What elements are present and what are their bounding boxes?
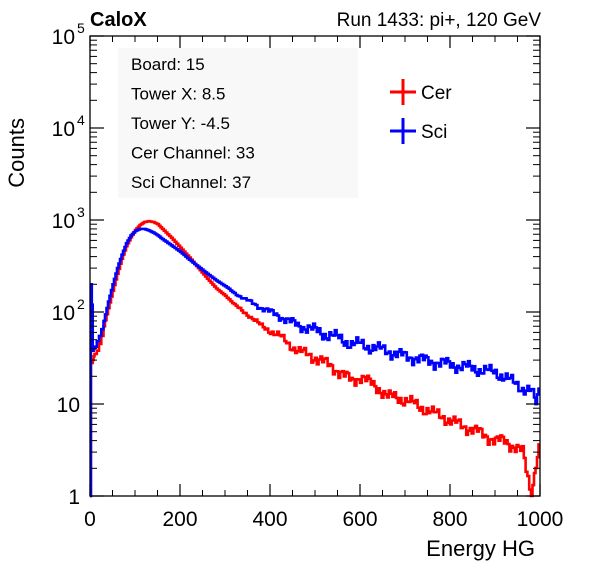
- legend: Cer Sci: [390, 79, 452, 144]
- y-axis-title: Counts: [4, 118, 29, 188]
- info-line: Tower Y: -4.5: [131, 114, 230, 133]
- legend-label-sci: Sci: [421, 122, 447, 143]
- series-layer: [89, 219, 540, 498]
- x-tick-label: 0: [84, 508, 96, 531]
- y-tick-label: 1: [68, 486, 80, 509]
- y-tick-label: 10: [52, 118, 75, 141]
- y-tick-exponent: 4: [77, 112, 85, 128]
- info-line: Tower X: 8.5: [131, 85, 226, 104]
- info-box: [118, 48, 358, 198]
- header-right: Run 1433: pi+, 120 GeV: [337, 10, 542, 31]
- info-line: Sci Channel: 37: [131, 173, 251, 192]
- series-line-sci: [89, 227, 540, 498]
- x-tick-label: 800: [432, 508, 467, 531]
- header-left: CaloX: [90, 9, 147, 31]
- y-tick-exponent: 5: [77, 20, 85, 36]
- y-tick-label: 10: [52, 210, 75, 233]
- x-tick-label: 400: [252, 508, 287, 531]
- y-tick-label: 10: [52, 302, 75, 325]
- info-line: Cer Channel: 33: [131, 144, 255, 163]
- y-tick-exponent: 2: [77, 296, 85, 312]
- x-tick-label: 600: [342, 508, 377, 531]
- x-axis-title: Energy HG: [426, 536, 535, 561]
- y-tick-label: 10: [52, 26, 75, 49]
- y-tick-exponent: 3: [77, 204, 85, 220]
- legend-label-cer: Cer: [421, 83, 452, 104]
- info-line: Board: 15: [131, 55, 205, 74]
- series-line-cer: [89, 219, 540, 498]
- x-tick-label: 200: [162, 508, 197, 531]
- y-tick-label: 10: [57, 394, 80, 417]
- x-tick-label: 1000: [517, 508, 564, 531]
- info-layer: Board: 15 Tower X: 8.5 Tower Y: -4.5 Cer Ch…: [131, 55, 255, 192]
